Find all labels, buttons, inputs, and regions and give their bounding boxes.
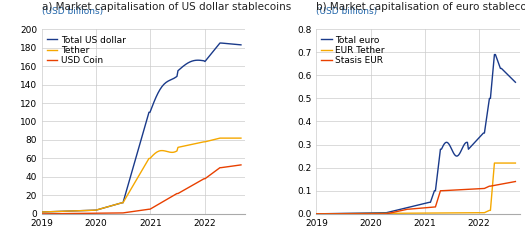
Total euro (326, 212, 332, 215)
Stasis EUR (350, 212, 356, 215)
Stasis EUR (502, 182, 509, 185)
USD Coin (76, 212, 82, 215)
EUR Tether (366, 212, 373, 215)
Text: b) Market capitalisation of euro stablecoins: b) Market capitalisation of euro stablec… (317, 2, 525, 12)
Total US dollar (238, 43, 244, 46)
USD Coin (51, 212, 57, 215)
Total US dollar (47, 210, 53, 213)
Tether (92, 209, 98, 212)
EUR Tether (313, 212, 320, 215)
Legend: Total euro, EUR Tether, Stasis EUR: Total euro, EUR Tether, Stasis EUR (321, 35, 385, 65)
USD Coin (47, 212, 53, 215)
Total euro (366, 211, 373, 214)
Tether (39, 210, 45, 213)
Text: (USD billions): (USD billions) (317, 7, 377, 16)
Stasis EUR (366, 212, 373, 215)
EUR Tether (350, 212, 356, 215)
Tether (51, 210, 57, 213)
Line: Stasis EUR: Stasis EUR (317, 182, 516, 214)
EUR Tether (496, 162, 502, 165)
Line: Tether: Tether (42, 138, 241, 212)
EUR Tether (503, 162, 510, 165)
USD Coin (92, 212, 98, 215)
Total US dollar (39, 210, 45, 213)
Tether (222, 137, 228, 139)
Total euro (503, 72, 510, 75)
EUR Tether (512, 162, 519, 165)
Total euro (321, 212, 328, 215)
Total euro (350, 212, 356, 215)
Line: Total US dollar: Total US dollar (42, 43, 241, 212)
Stasis EUR (321, 212, 328, 215)
Total US dollar (76, 209, 82, 212)
USD Coin (39, 212, 45, 215)
Legend: Total US dollar, Tether, USD Coin: Total US dollar, Tether, USD Coin (47, 35, 126, 65)
Total US dollar (222, 42, 228, 45)
Total US dollar (92, 209, 98, 212)
Tether (47, 210, 53, 213)
Tether (238, 137, 244, 139)
Tether (229, 137, 235, 139)
Total euro (491, 53, 498, 56)
Line: Total euro: Total euro (317, 55, 516, 214)
EUR Tether (491, 162, 498, 165)
Line: EUR Tether: EUR Tether (317, 163, 516, 214)
USD Coin (228, 165, 234, 168)
Text: a) Market capitalisation of US dollar stablecoins: a) Market capitalisation of US dollar st… (42, 2, 291, 12)
Total US dollar (217, 42, 223, 44)
Line: USD Coin: USD Coin (42, 165, 241, 214)
EUR Tether (321, 212, 328, 215)
Tether (217, 137, 223, 139)
Total euro (496, 64, 502, 67)
Stasis EUR (512, 180, 519, 183)
Text: (USD billions): (USD billions) (42, 7, 103, 16)
Total US dollar (51, 210, 57, 213)
EUR Tether (326, 212, 332, 215)
Total euro (313, 212, 320, 215)
USD Coin (221, 166, 227, 169)
USD Coin (238, 164, 244, 166)
Tether (76, 209, 82, 212)
Stasis EUR (313, 212, 320, 215)
Stasis EUR (495, 183, 501, 186)
Total euro (512, 81, 519, 84)
Total US dollar (229, 43, 235, 45)
Stasis EUR (326, 212, 332, 215)
